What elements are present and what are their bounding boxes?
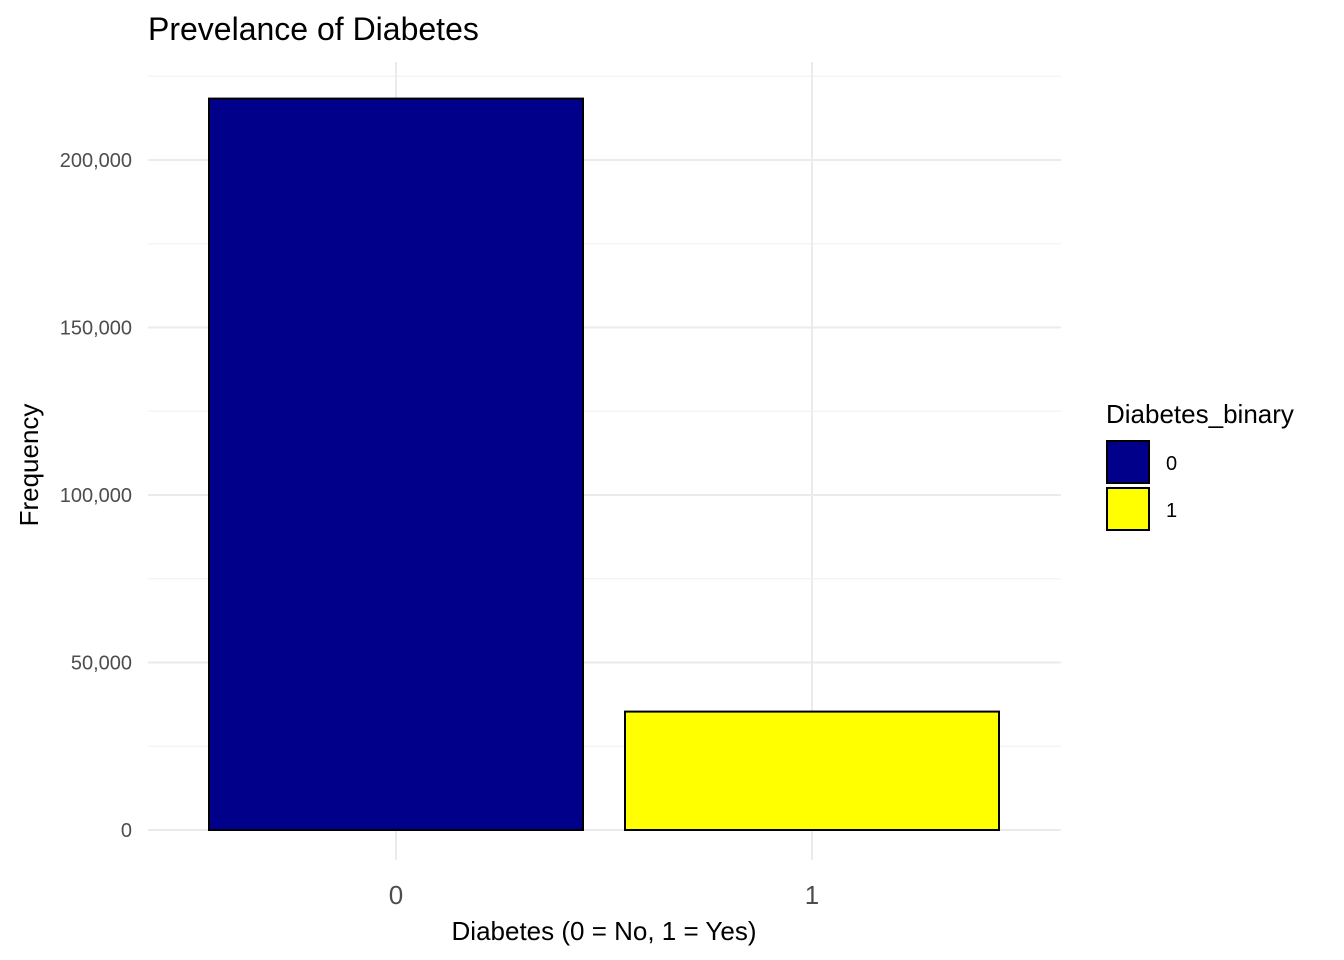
y-tick-label: 200,000 <box>60 150 132 172</box>
bars <box>208 97 1000 831</box>
y-axis-ticks: 0 50,000 100,000 150,000 200,000 <box>60 150 132 842</box>
bar-1 <box>624 710 1000 831</box>
legend-label-0: 0 <box>1166 453 1177 475</box>
y-tick-label: 100,000 <box>60 485 132 507</box>
legend-swatch-0 <box>1106 440 1150 484</box>
chart-title: Prevelance of Diabetes <box>148 11 479 47</box>
y-tick-label: 50,000 <box>71 653 132 675</box>
x-tick-label: 0 <box>389 880 403 910</box>
y-tick-label: 150,000 <box>60 318 132 340</box>
bar-0 <box>208 97 584 831</box>
y-tick-label: 0 <box>121 820 132 842</box>
legend-title: Diabetes_binary <box>1106 399 1294 429</box>
legend-swatch-1 <box>1106 487 1150 531</box>
x-tick-label: 1 <box>805 880 819 910</box>
y-axis-title: Frequency <box>14 404 44 527</box>
legend: Diabetes_binary 01 <box>1106 399 1294 531</box>
x-axis-title: Diabetes (0 = No, 1 = Yes) <box>452 916 757 946</box>
legend-label-1: 1 <box>1166 500 1177 522</box>
legend-items: 01 <box>1106 440 1177 531</box>
